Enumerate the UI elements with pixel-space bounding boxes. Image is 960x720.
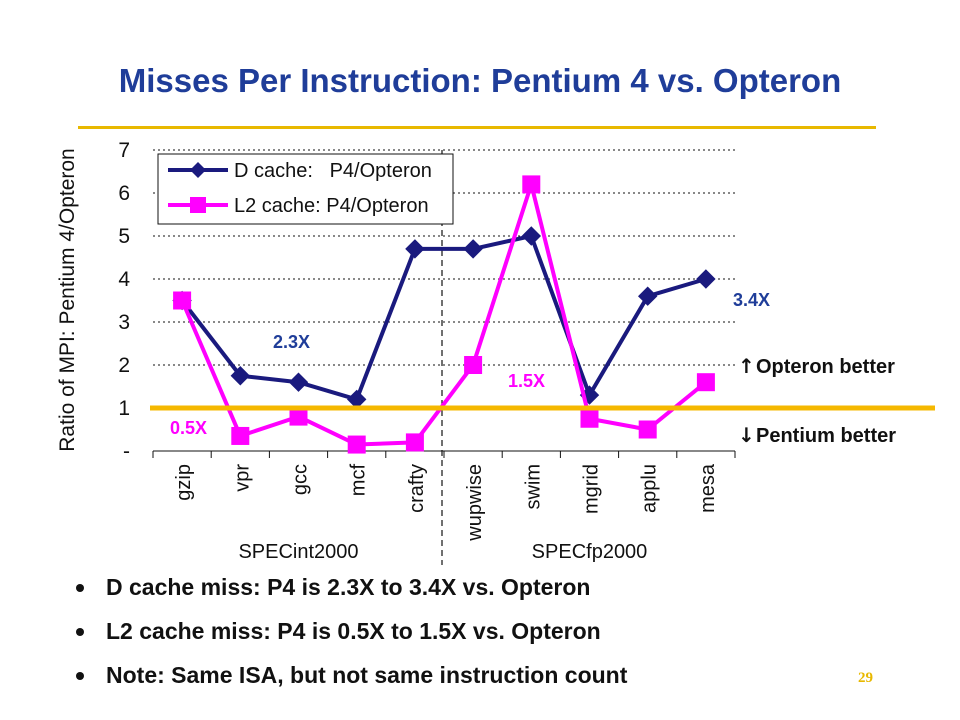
x-category-label: crafty: [406, 464, 428, 513]
l2cache-data-point: [638, 420, 657, 439]
dcache-data-point: [637, 286, 658, 306]
side-label: Pentium better: [756, 425, 896, 447]
arrow-up-icon: ↑: [738, 354, 755, 378]
x-category-label: mgrid: [581, 464, 603, 514]
l2cache-data-point: [173, 291, 192, 310]
x-category-label: gzip: [173, 464, 195, 501]
bullet-list: D cache miss: P4 is 2.3X to 3.4X vs. Opt…: [74, 572, 627, 704]
ratio-annotation: 3.4X: [733, 290, 770, 310]
legend-label: D cache: P4/Opteron: [234, 160, 432, 182]
bullet-item: L2 cache miss: P4 is 0.5X to 1.5X vs. Op…: [74, 616, 627, 646]
y-tick-label: 1: [118, 397, 130, 420]
y-axis-label: Ratio of MPI: Pentium 4/Opteron: [56, 148, 79, 451]
l2cache-series-line: [180, 182, 708, 447]
y-tick-label: 6: [118, 182, 130, 205]
l2cache-data-point: [405, 433, 424, 452]
l2cache-data-point: [347, 435, 366, 454]
y-tick-label: 3: [118, 311, 130, 334]
y-tick-label: -: [123, 440, 130, 463]
bullet-dot: [76, 628, 84, 636]
arrow-down-icon: ↓: [738, 423, 755, 447]
legend-marker: [190, 162, 206, 178]
group-label: SPECfp2000: [532, 541, 648, 563]
l2cache-data-point: [464, 356, 483, 374]
dcache-data-point: [521, 226, 542, 246]
y-tick-label: 2: [118, 354, 130, 377]
dcache-data-point: [463, 239, 483, 259]
bullet-text: L2 cache miss: P4 is 0.5X to 1.5X vs. Op…: [106, 618, 601, 644]
y-tick-label: 7: [118, 139, 130, 162]
x-category-label: swim: [522, 464, 544, 510]
l2cache-data-point: [231, 426, 250, 445]
dcache-data-point: [696, 269, 716, 289]
bullet-dot: [76, 584, 84, 592]
bullet-item: D cache miss: P4 is 2.3X to 3.4X vs. Opt…: [74, 572, 627, 602]
l2cache-data-point: [580, 409, 599, 428]
group-label: SPECint2000: [238, 541, 358, 563]
y-tick-label: 4: [118, 268, 130, 291]
y-tick-label: 5: [118, 225, 130, 248]
page-number: 29: [858, 670, 873, 686]
title-divider: [78, 126, 876, 129]
legend-box: [157, 153, 454, 225]
slide-title: Misses Per Instruction: Pentium 4 vs. Op…: [118, 62, 842, 99]
dcache-series-line: [180, 234, 707, 402]
dcache-data-point: [288, 372, 309, 392]
ratio-annotation: 0.5X: [170, 418, 207, 438]
x-category-label: vpr: [231, 464, 253, 492]
bullet-text: Note: Same ISA, but not same instruction…: [106, 662, 628, 688]
bullet-dot: [76, 672, 84, 680]
x-category-label: mcf: [348, 464, 370, 497]
x-category-label: mesa: [697, 463, 719, 513]
mpi-line-chart: - 1 2 3 4 5 6 7 Ratio of MPI: Pentium 4/Opteron g…: [56, 139, 935, 565]
l2cache-data-point: [696, 373, 715, 392]
x-category-label: applu: [639, 464, 661, 513]
bullet-item: Note: Same ISA, but not same instruction…: [74, 660, 627, 690]
l2cache-data-point: [522, 175, 541, 194]
x-category-label: wupwise: [464, 464, 486, 542]
x-category-label: gcc: [290, 464, 312, 495]
dcache-data-point: [230, 366, 251, 386]
ratio-annotation: 2.3X: [273, 332, 310, 352]
l2cache-data-point: [289, 407, 308, 426]
legend-marker: [190, 197, 206, 213]
legend-label: L2 cache: P4/Opteron: [234, 195, 429, 217]
dcache-data-point: [405, 239, 425, 259]
ratio-annotation: 1.5X: [508, 371, 545, 391]
side-label: Opteron better: [756, 356, 895, 378]
bullet-text: D cache miss: P4 is 2.3X to 3.4X vs. Opt…: [106, 574, 591, 600]
